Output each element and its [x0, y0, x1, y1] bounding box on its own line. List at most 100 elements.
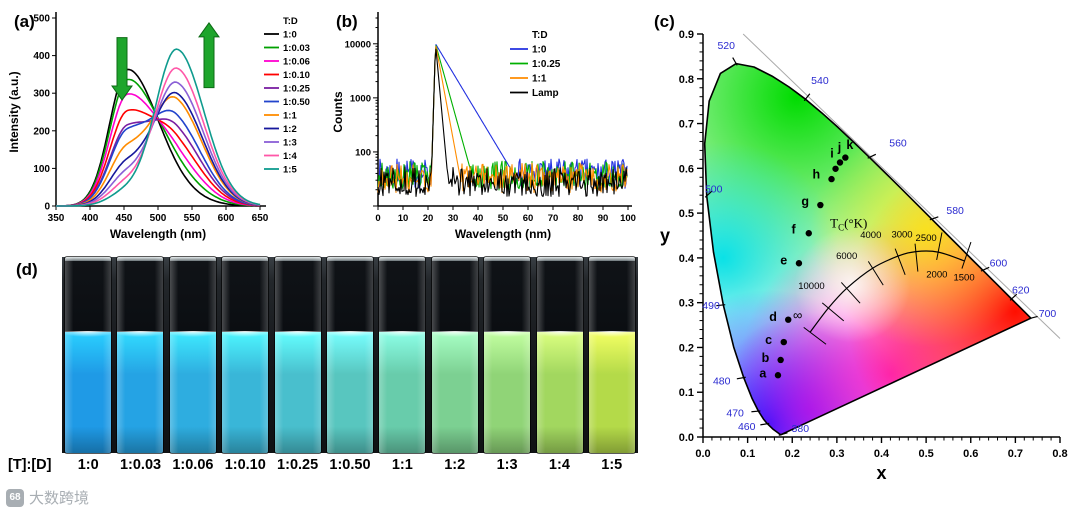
cuvette-liquid [484, 330, 531, 453]
ratio-label: 1:0.10 [224, 457, 266, 473]
a-legend-label: 1:5 [283, 165, 297, 176]
cie-point-b [777, 356, 784, 364]
cie-point-label-d: d [769, 310, 777, 324]
cct-label: 6000 [836, 251, 857, 262]
cuvette-headspace [117, 261, 164, 332]
a-y-tick-label: 500 [33, 14, 50, 25]
a-series-line-1:3 [56, 81, 261, 207]
cct-label: 2000 [926, 270, 947, 281]
cuvette-1:0.06 [169, 257, 216, 453]
wavelength-label: 560 [889, 138, 907, 150]
cuvette-1:3 [484, 257, 531, 453]
locus-wavelength-tick [751, 410, 761, 413]
isotherm-tick [894, 248, 906, 275]
ratio-label: 1:0.06 [172, 457, 214, 473]
watermark-logo-icon: 68 [6, 488, 24, 507]
b-y-tick-label: 1000 [350, 93, 371, 104]
cuvette-1:0.03 [117, 257, 164, 453]
cie-point-e [795, 260, 803, 267]
locus-wavelength-tick [736, 376, 746, 380]
c-y-axis-title: y [660, 226, 670, 246]
cuvette-rim [431, 257, 478, 261]
ratio-row-header: [T]:[D] [8, 457, 52, 473]
c-y-tick-label: 0.7 [679, 119, 694, 131]
c-y-tick-label: 0.5 [679, 208, 694, 220]
a-y-tick-label: 300 [33, 89, 50, 100]
cie-point-a [774, 372, 782, 379]
a-series-line-1:4 [56, 67, 261, 207]
panel-b-label: (b) [336, 12, 358, 31]
a-legend-label: 1:0.06 [283, 57, 310, 68]
cuvette-liquid [65, 330, 111, 453]
wavelength-label: 600 [990, 257, 1008, 269]
cuvette-liquid [274, 330, 321, 453]
cuvette-1:2 [431, 257, 478, 453]
a-x-tick-label: 400 [82, 213, 99, 224]
ratio-label: 1:0.03 [119, 457, 162, 473]
a-x-tick-label: 350 [48, 213, 65, 224]
c-x-tick-label: 0.6 [963, 448, 978, 460]
c-y-tick-label: 0.0 [679, 432, 694, 444]
cuvette-liquid [169, 330, 216, 453]
cie-point-k [842, 154, 849, 161]
cuvette-1:5 [588, 257, 635, 453]
watermark: 68 大数跨境 [6, 487, 89, 508]
ratio-label: 1:0 [77, 457, 99, 473]
wavelength-label: 540 [811, 75, 829, 87]
cie-point-g [817, 201, 824, 209]
a-legend-label: 1:0.03 [283, 43, 310, 54]
cuvette-rim [536, 257, 583, 261]
cie-point-label-j: j [837, 140, 841, 154]
wavelength-label: 700 [1039, 308, 1057, 320]
a-x-axis-title: Wavelength (nm) [110, 227, 206, 241]
cuvette-headspace [326, 261, 373, 332]
a-legend-label: 1:3 [283, 138, 297, 149]
b-series-line-Lamp [377, 48, 628, 198]
c-x-tick-label: 0.5 [918, 448, 933, 460]
cct-label: 1500 [953, 272, 974, 283]
a-y-tick-label: 400 [33, 51, 50, 62]
ratio-label: 1:1 [391, 457, 413, 473]
ratio-label: 1:0.25 [277, 457, 319, 473]
cct-label: ∞ [793, 308, 802, 323]
cuvette-1:4 [536, 257, 583, 453]
locus-wavelength-tick [1028, 315, 1038, 320]
a-legend-label: 1:0 [283, 30, 297, 41]
cie-point-label-k: k [846, 138, 853, 152]
b-x-tick-label: 80 [573, 213, 584, 224]
c-x-axis-title: x [876, 463, 886, 483]
cuvette-liquid [536, 330, 583, 453]
wavelength-label: 470 [726, 407, 744, 419]
cuvette-1:0.10 [222, 257, 269, 453]
cuvette-rim [117, 257, 164, 261]
b-x-tick-label: 30 [448, 213, 459, 224]
ratio-label: 1:5 [601, 457, 623, 473]
a-series-line-1:5 [56, 48, 261, 207]
cie-point-label-f: f [792, 223, 797, 237]
isotherm-tick [821, 302, 845, 322]
a-y-tick-label: 200 [33, 126, 50, 137]
a-y-axis-title: Intensity (a.u.) [7, 71, 21, 152]
cct-label: 10000 [798, 281, 824, 292]
a-x-tick-label: 600 [218, 213, 235, 224]
panel-c-label: (c) [654, 12, 675, 31]
locus-wavelength-tick [929, 216, 939, 221]
cct-label: 4000 [860, 230, 881, 241]
b-y-tick-label: 10000 [345, 39, 371, 50]
planckian-locus [809, 250, 965, 333]
wavelength-label: 620 [1012, 285, 1030, 297]
cuvette-liquid [588, 330, 635, 453]
c-y-tick-label: 0.8 [679, 74, 694, 86]
a-legend-label: 1:1 [283, 111, 297, 122]
isotherm-tick [961, 241, 972, 269]
diagonal-guide-line [742, 33, 1061, 339]
isotherm-tick [803, 326, 827, 345]
c-y-tick-label: 0.6 [679, 163, 694, 175]
up-arrow-icon [198, 22, 220, 89]
c-x-tick-label: 0.3 [829, 448, 844, 460]
a-y-tick-label: 100 [33, 164, 50, 175]
wavelength-label: 520 [717, 40, 735, 52]
cie-point-label-b: b [762, 351, 770, 365]
b-legend-label: Lamp [532, 88, 559, 99]
locus-wavelength-tick [760, 422, 770, 426]
